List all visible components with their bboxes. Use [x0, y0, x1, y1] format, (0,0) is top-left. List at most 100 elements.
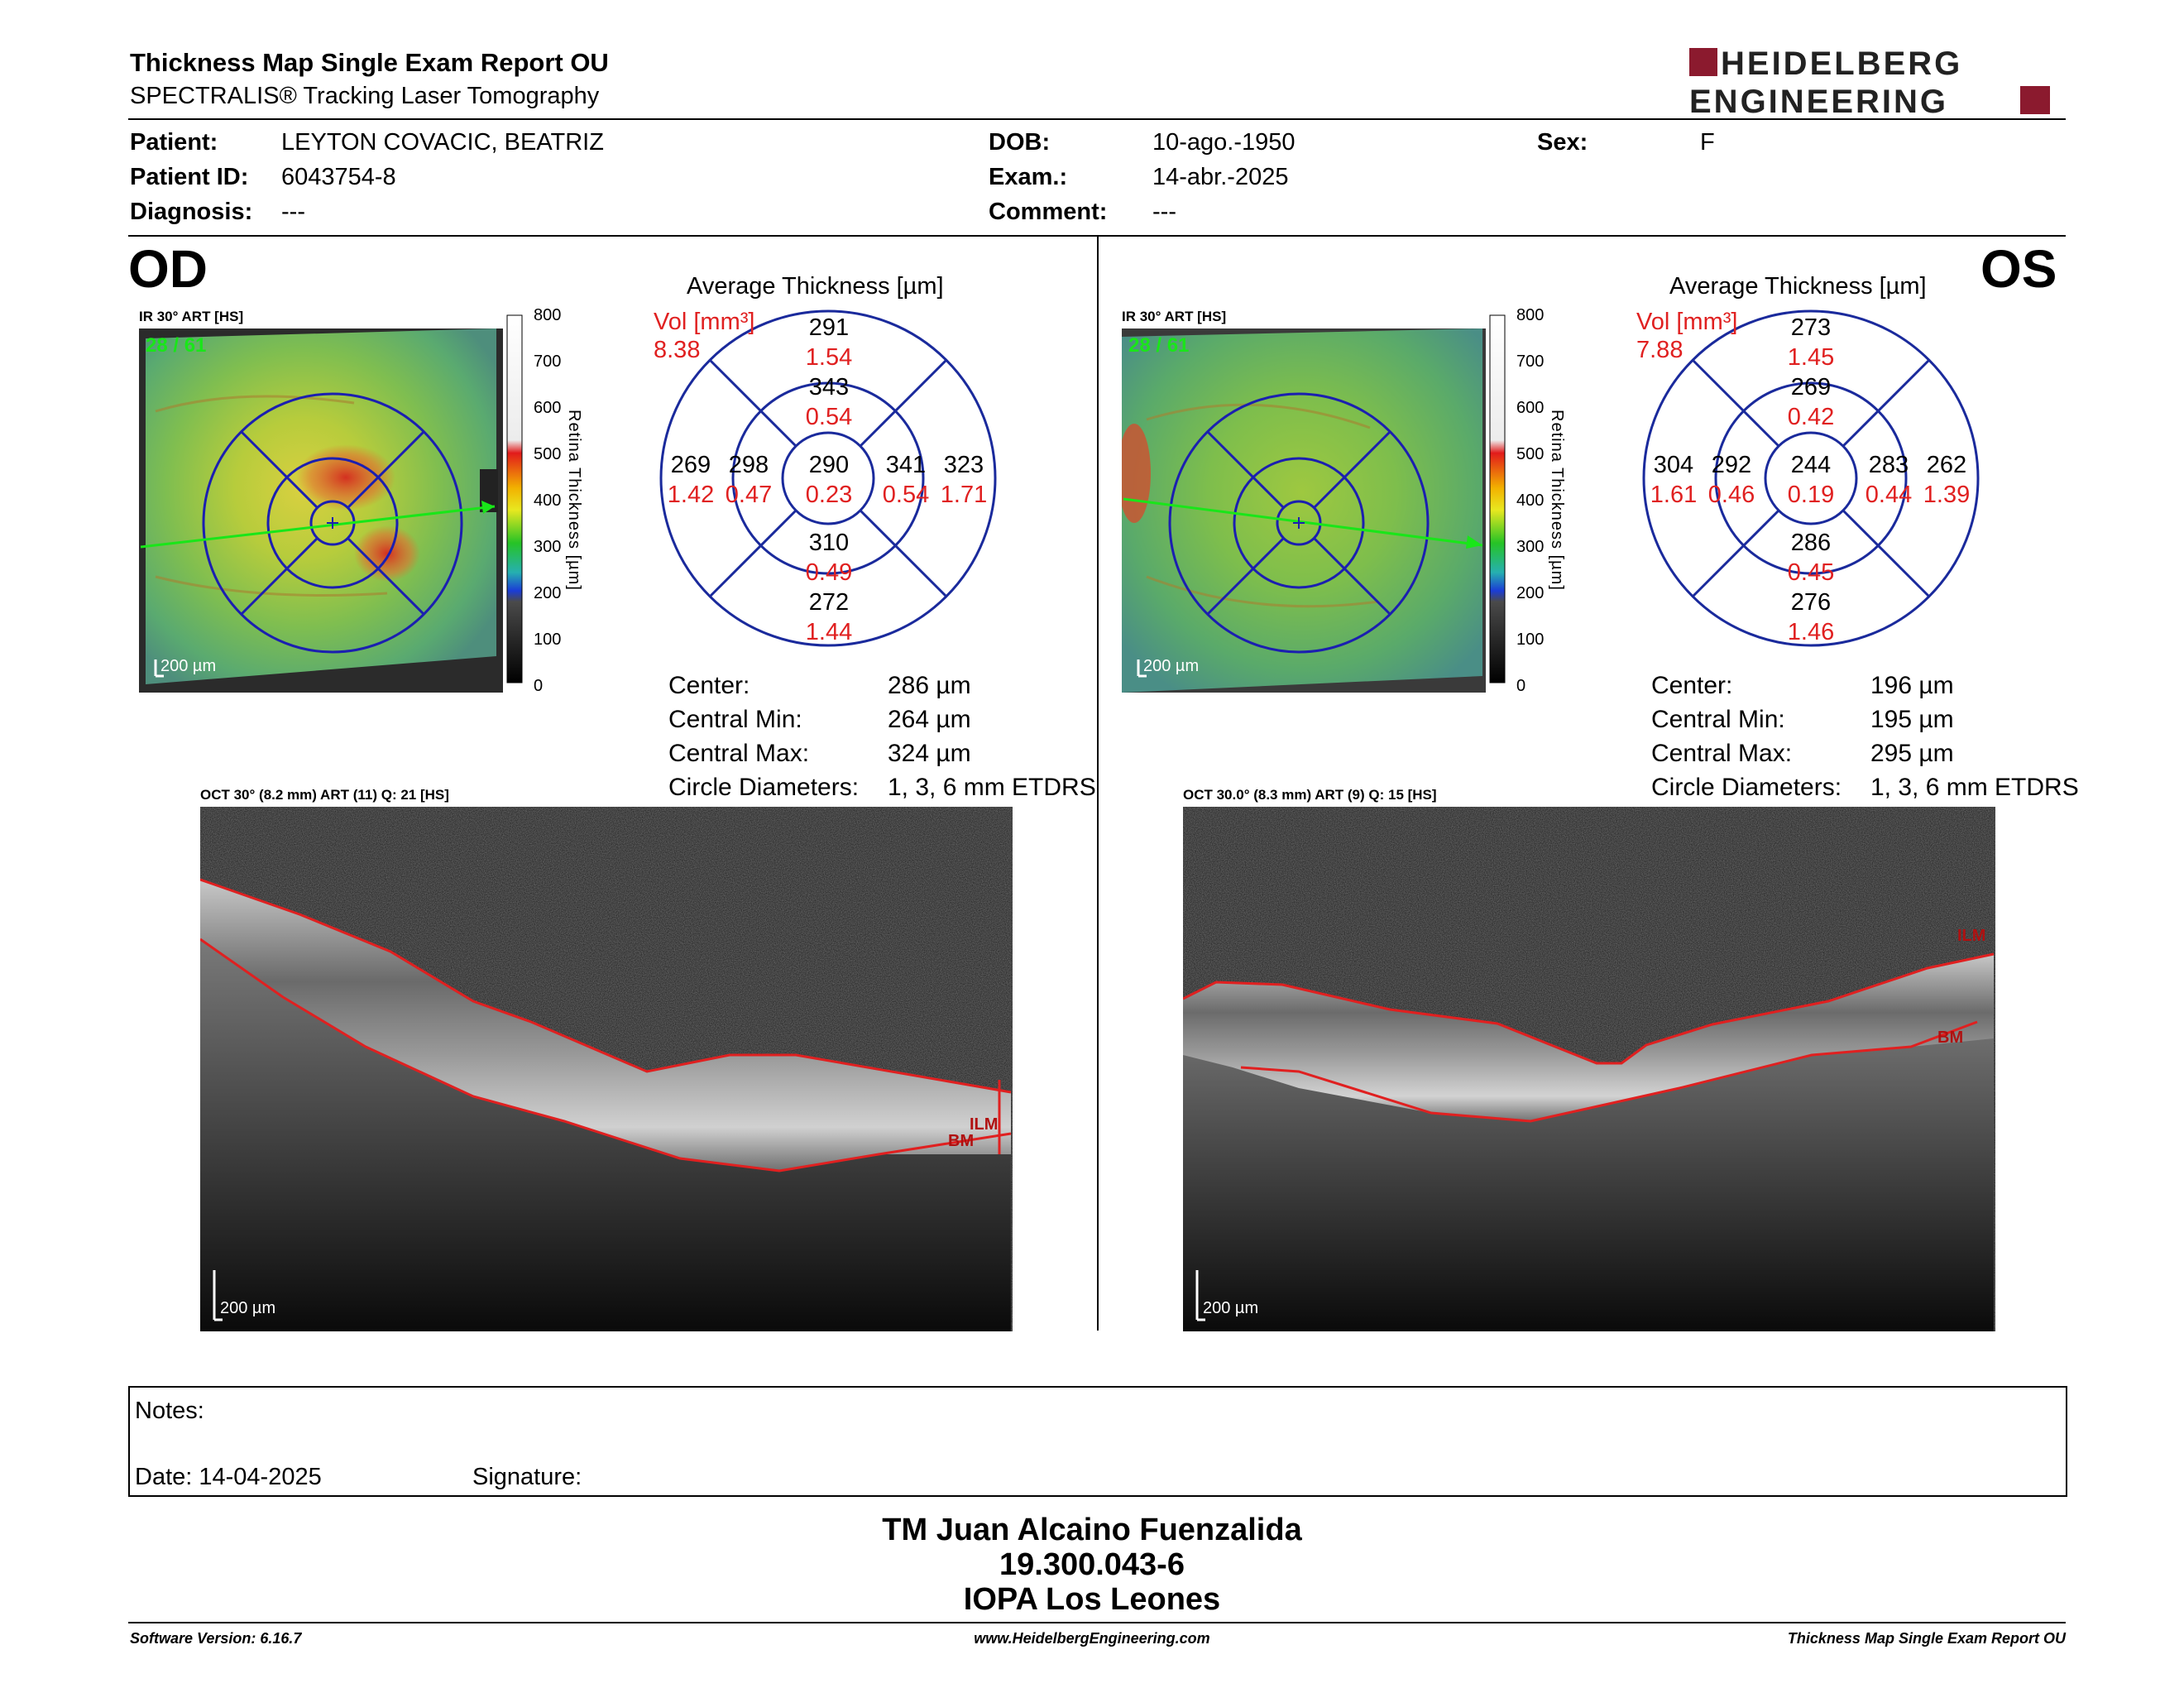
os-inner-left-thickness: 292: [1711, 452, 1752, 478]
od-colorbar: [506, 314, 523, 683]
os-center-volume: 0.19: [1787, 482, 1835, 508]
os-sector-center: 244 0.19: [1782, 450, 1840, 510]
os-stat-min-value: 195 µm: [1870, 706, 1954, 733]
od-outer-top-volume: 1.54: [805, 344, 853, 371]
os-stat-diam-value: 1, 3, 6 mm ETDRS: [1870, 774, 2079, 801]
os-outer-top-volume: 1.45: [1787, 344, 1835, 371]
os-oct-bm-label: BM: [1937, 1029, 1963, 1047]
od-outer-left-thickness: 269: [670, 452, 711, 478]
od-inner-top-volume: 0.54: [805, 404, 853, 430]
od-center-thickness: 290: [808, 452, 850, 478]
os-sector-inner-top: 269 0.42: [1782, 372, 1840, 432]
os-sector-outer-right: 262 1.39: [1918, 450, 1976, 510]
sex-label: Sex:: [1537, 129, 1588, 156]
os-inner-bottom-volume: 0.45: [1787, 559, 1835, 586]
footer-report-name: Thickness Map Single Exam Report OU: [1787, 1630, 2066, 1647]
od-outer-bottom-volume: 1.44: [805, 619, 853, 645]
od-inner-right-thickness: 341: [885, 452, 927, 478]
os-outer-right-volume: 1.39: [1923, 482, 1971, 508]
notes-label: Notes:: [135, 1398, 204, 1424]
os-sector-inner-right: 283 0.44: [1860, 450, 1918, 510]
od-stats-values: 286 µm 264 µm 324 µm 1, 3, 6 mm ETDRS: [888, 669, 1096, 804]
od-cbar-tick-200: 200: [534, 584, 562, 602]
os-inner-left-volume: 0.46: [1707, 482, 1755, 508]
od-sector-outer-top: 291 1.54: [800, 313, 858, 372]
od-stat-max-value: 324 µm: [888, 740, 971, 767]
os-cbar-tick-400: 400: [1516, 492, 1545, 510]
os-outer-top-thickness: 273: [1790, 314, 1832, 341]
od-sector-outer-right: 323 1.71: [935, 450, 993, 510]
os-sector-outer-bottom: 276 1.46: [1782, 587, 1840, 647]
od-stat-diam-value: 1, 3, 6 mm ETDRS: [888, 774, 1096, 801]
patient-id-label: Patient ID:: [130, 164, 249, 190]
eye-divider: [1097, 237, 1099, 1331]
notes-box[interactable]: Notes: Date: 14-04-2025 Signature:: [128, 1386, 2067, 1497]
os-outer-bottom-thickness: 276: [1790, 589, 1832, 616]
od-cbar-tick-300: 300: [534, 538, 562, 556]
od-sector-inner-left: 298 0.47: [720, 450, 778, 510]
os-vol-label: Vol [mm³]: [1636, 309, 1738, 335]
os-inner-top-thickness: 269: [1790, 374, 1832, 400]
os-sector-outer-left: 304 1.61: [1645, 450, 1703, 510]
dob-label: DOB:: [989, 129, 1051, 156]
od-stats-labels: Center: Central Min: Central Max: Circle…: [668, 669, 859, 804]
od-vol-block: Vol [mm³] 8.38: [654, 308, 754, 364]
os-colorbar: [1489, 314, 1506, 683]
od-inner-bottom-volume: 0.49: [805, 559, 853, 586]
os-inner-right-volume: 0.44: [1865, 482, 1913, 508]
od-outer-bottom-thickness: 272: [808, 589, 850, 616]
od-cbar-tick-100: 100: [534, 631, 562, 649]
od-inner-bottom-thickness: 310: [808, 530, 850, 556]
os-stats-labels: Center: Central Min: Central Max: Circle…: [1651, 669, 1842, 804]
os-map-scale: 200 µm: [1143, 657, 1199, 675]
od-inner-right-volume: 0.54: [882, 482, 930, 508]
exam-label: Exam.:: [989, 164, 1068, 190]
od-map-scale: 200 µm: [160, 657, 216, 675]
od-stat-center-value: 286 µm: [888, 672, 971, 699]
od-cbar-tick-0: 0: [534, 677, 544, 695]
od-stat-diam-label: Circle Diameters:: [668, 774, 860, 801]
od-inner-top-thickness: 343: [808, 374, 850, 400]
od-ir-label: IR 30° ART [HS]: [139, 309, 244, 324]
os-stat-max-label: Central Max:: [1651, 740, 1793, 767]
os-stat-min-label: Central Min:: [1651, 706, 1785, 733]
od-colorbar-title: Retina Thickness [µm]: [565, 410, 583, 591]
patient-id: 6043754-8: [281, 164, 396, 190]
diagnosis: ---: [281, 199, 305, 225]
signer-id: 19.300.043-6: [999, 1547, 1185, 1582]
od-stat-center-label: Center:: [668, 672, 750, 699]
os-cbar-tick-0: 0: [1516, 677, 1526, 695]
os-colorbar-title: Retina Thickness [µm]: [1548, 410, 1566, 591]
notes-signature: Signature:: [472, 1464, 582, 1490]
od-sector-inner-bottom: 310 0.49: [800, 528, 858, 587]
os-stat-diam-label: Circle Diameters:: [1651, 774, 1842, 801]
od-frame-count: 28 / 61: [146, 334, 206, 357]
os-cbar-tick-500: 500: [1516, 445, 1545, 463]
os-oct-ilm-label: ILM: [1957, 927, 1985, 945]
od-avg-title: Average Thickness [µm]: [687, 273, 944, 300]
os-inner-top-volume: 0.42: [1787, 404, 1835, 430]
heidelberg-logo: HEIDELBERG ENGINEERING: [1688, 45, 2068, 120]
od-oct-scale: 200 µm: [220, 1299, 275, 1317]
os-outer-left-volume: 1.61: [1650, 482, 1698, 508]
signer-org: IOPA Los Leones: [963, 1582, 1221, 1617]
os-cbar-tick-600: 600: [1516, 399, 1545, 417]
od-oct-bscan: ILM BM 200 µm: [200, 807, 1013, 1331]
os-oct-scale: 200 µm: [1203, 1299, 1258, 1317]
od-stat-min-label: Central Min:: [668, 706, 802, 733]
comment-label: Comment:: [989, 199, 1108, 225]
os-cbar-tick-800: 800: [1516, 306, 1545, 324]
od-oct-label: OCT 30° (8.2 mm) ART (11) Q: 21 [HS]: [200, 787, 449, 803]
website-link[interactable]: www.HeidelbergEngineering.com: [974, 1630, 1210, 1647]
os-frame-count: 28 / 61: [1128, 334, 1189, 357]
logo-line2: ENGINEERING: [1689, 84, 1948, 119]
os-outer-right-thickness: 262: [1926, 452, 1967, 478]
os-ir-label: IR 30° ART [HS]: [1122, 309, 1227, 324]
os-outer-bottom-volume: 1.46: [1787, 619, 1835, 645]
od-center-volume: 0.23: [805, 482, 853, 508]
od-outer-right-volume: 1.71: [940, 482, 988, 508]
sex: F: [1700, 129, 1715, 156]
os-stat-center-value: 196 µm: [1870, 672, 1954, 699]
od-outer-right-thickness: 323: [943, 452, 984, 478]
dob: 10-ago.-1950: [1152, 129, 1296, 156]
